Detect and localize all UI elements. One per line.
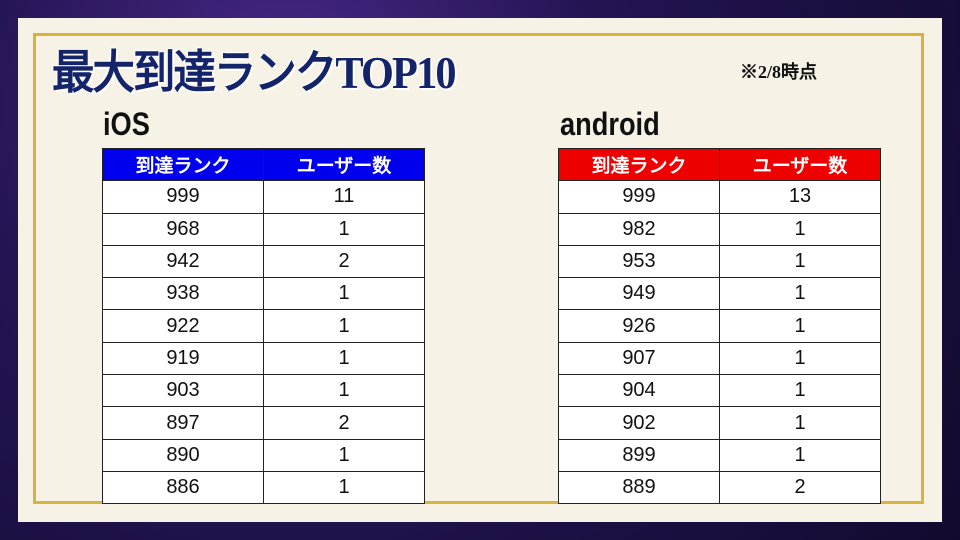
table-row: 999 13 [558, 180, 881, 214]
user-count-cell: 1 [263, 438, 425, 472]
rank-cell: 890 [102, 438, 264, 472]
table-row: 949 1 [558, 277, 881, 311]
table-row: 922 1 [102, 309, 425, 343]
rank-cell: 903 [102, 374, 264, 408]
rank-cell: 968 [102, 212, 264, 246]
table-row: 919 1 [102, 341, 425, 376]
user-count-cell: 13 [719, 180, 881, 214]
user-count-cell: 2 [719, 470, 881, 505]
rank-cell: 922 [102, 309, 264, 343]
user-count-cell: 1 [719, 309, 881, 343]
rank-cell: 919 [102, 341, 264, 376]
column-header: ユーザー数 [263, 147, 425, 182]
user-count-cell: 1 [719, 244, 881, 279]
rank-cell: 938 [102, 277, 264, 311]
ios-table: 到達ランク ユーザー数 999 11 968 1 942 2 938 1 922 1 919 1 903 1 8… [102, 147, 425, 505]
date-note: ※2/8時点 [740, 62, 818, 82]
user-count-cell: 1 [719, 374, 881, 408]
table-row: 904 1 [558, 374, 881, 408]
table-row: 897 2 [102, 406, 425, 440]
rank-cell: 949 [558, 277, 720, 311]
user-count-cell: 2 [263, 244, 425, 279]
table-row: 902 1 [558, 406, 881, 440]
table-row: 899 1 [558, 438, 881, 472]
table-row: 999 11 [102, 180, 425, 214]
table-header-row: 到達ランク ユーザー数 [102, 147, 425, 182]
user-count-cell: 11 [263, 180, 425, 214]
user-count-cell: 2 [263, 406, 425, 440]
table-row: 890 1 [102, 438, 425, 472]
table-row: 886 1 [102, 470, 425, 505]
user-count-cell: 1 [263, 212, 425, 246]
user-count-cell: 1 [719, 406, 881, 440]
rank-cell: 899 [558, 438, 720, 472]
table-row: 953 1 [558, 244, 881, 279]
rank-cell: 889 [558, 470, 720, 505]
rank-cell: 953 [558, 244, 720, 279]
rank-cell: 897 [102, 406, 264, 440]
table-row: 938 1 [102, 277, 425, 311]
gold-frame [33, 33, 924, 504]
table-row: 968 1 [102, 212, 425, 246]
user-count-cell: 1 [263, 470, 425, 505]
rank-cell: 999 [558, 180, 720, 214]
ios-label: iOS [103, 106, 150, 142]
rank-cell: 886 [102, 470, 264, 505]
rank-cell: 982 [558, 212, 720, 246]
android-label: android [560, 106, 660, 142]
user-count-cell: 1 [719, 438, 881, 472]
user-count-cell: 1 [263, 341, 425, 376]
android-table: 到達ランク ユーザー数 999 13 982 1 953 1 949 1 926 1 907 1 904 1 9… [558, 147, 881, 505]
rank-cell: 999 [102, 180, 264, 214]
rank-cell: 902 [558, 406, 720, 440]
column-header: 到達ランク [558, 147, 720, 182]
slide-title: 最大到達ランクTOP10 [52, 47, 457, 98]
user-count-cell: 1 [263, 277, 425, 311]
table-row: 926 1 [558, 309, 881, 343]
user-count-cell: 1 [719, 277, 881, 311]
rank-cell: 907 [558, 341, 720, 376]
rank-cell: 942 [102, 244, 264, 279]
user-count-cell: 1 [263, 309, 425, 343]
rank-cell: 926 [558, 309, 720, 343]
table-row: 982 1 [558, 212, 881, 246]
column-header: 到達ランク [102, 147, 264, 182]
table-row: 889 2 [558, 470, 881, 505]
table-row: 942 2 [102, 244, 425, 279]
rank-cell: 904 [558, 374, 720, 408]
table-row: 903 1 [102, 374, 425, 408]
column-header: ユーザー数 [719, 147, 881, 182]
user-count-cell: 1 [263, 374, 425, 408]
user-count-cell: 1 [719, 212, 881, 246]
table-row: 907 1 [558, 341, 881, 376]
table-header-row: 到達ランク ユーザー数 [558, 147, 881, 182]
user-count-cell: 1 [719, 341, 881, 376]
